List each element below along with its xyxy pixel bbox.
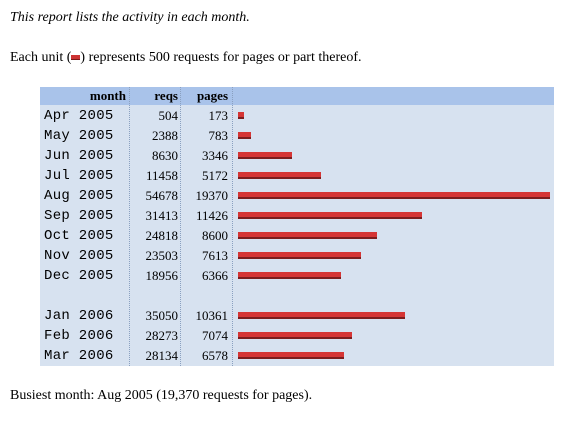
- row-reqs: 18956: [145, 268, 179, 283]
- pages-bar: [238, 192, 550, 199]
- table-row: Feb 2006 28273 7074: [40, 326, 554, 346]
- column-divider: [232, 87, 233, 366]
- pages-bar: [238, 152, 292, 159]
- row-pages: 5172: [202, 168, 228, 183]
- pages-bar: [238, 312, 405, 319]
- row-month: Dec 2005: [44, 268, 114, 284]
- row-pages: 7613: [202, 248, 228, 263]
- row-reqs: 504: [158, 108, 179, 123]
- row-pages: 10361: [195, 308, 229, 323]
- row-pages: 783: [208, 128, 229, 143]
- pages-bar: [238, 272, 341, 279]
- table-row: Nov 2005 23503 7613: [40, 246, 554, 266]
- row-month: Apr 2005: [44, 108, 114, 124]
- row-reqs: 8630: [152, 148, 178, 163]
- row-month: Jan 2006: [44, 308, 114, 324]
- unit-swatch-icon: [71, 55, 81, 61]
- row-reqs: 11458: [145, 168, 178, 183]
- row-month: Sep 2005: [44, 208, 114, 224]
- pages-bar: [238, 332, 352, 339]
- row-reqs: 54678: [145, 188, 179, 203]
- row-pages: 19370: [195, 188, 229, 203]
- pages-bar: [238, 252, 361, 259]
- row-reqs: 28134: [145, 348, 179, 363]
- row-month: Nov 2005: [44, 248, 114, 264]
- table-row: Jul 2005 11458 5172: [40, 166, 554, 186]
- pages-bar: [238, 172, 321, 179]
- unit-note: Each unit ( ) represents 500 requests for…: [10, 50, 361, 66]
- table-row: Jan 2006 35050 10361: [40, 306, 554, 326]
- monthly-report-table: month reqs pages Apr 2005 504 173 May 2005 2…: [40, 87, 554, 366]
- row-month: Feb 2006: [44, 328, 114, 344]
- table-row: May 2005 2388 783: [40, 126, 554, 146]
- report-intro: This report lists the activity in each m…: [10, 10, 250, 25]
- pages-bar: [238, 352, 344, 359]
- row-reqs: 24818: [145, 228, 179, 243]
- table-row: Oct 2005 24818 8600: [40, 226, 554, 246]
- row-month: May 2005: [44, 128, 114, 144]
- row-pages: 6366: [202, 268, 228, 283]
- header-reqs: reqs: [154, 88, 178, 103]
- pages-bar: [238, 132, 251, 139]
- row-pages: 3346: [202, 148, 228, 163]
- row-month: Jun 2005: [44, 148, 114, 164]
- row-pages: 11426: [195, 208, 228, 223]
- header-month: month: [89, 88, 126, 103]
- column-divider: [129, 87, 130, 366]
- pages-bar: [238, 212, 422, 219]
- row-pages: 8600: [202, 228, 228, 243]
- row-month: Oct 2005: [44, 228, 114, 244]
- row-reqs: 2388: [152, 128, 178, 143]
- row-reqs: 23503: [145, 248, 179, 263]
- row-month: Jul 2005: [44, 168, 114, 184]
- pages-bar: [238, 112, 244, 119]
- row-pages: 7074: [202, 328, 228, 343]
- header-pages: pages: [196, 88, 228, 103]
- pages-bar: [238, 232, 377, 239]
- table-row: Sep 2005 31413 11426: [40, 206, 554, 226]
- row-pages: 6578: [202, 348, 228, 363]
- row-pages: 173: [208, 108, 229, 123]
- column-divider: [180, 87, 181, 366]
- table-row: Mar 2006 28134 6578: [40, 346, 554, 366]
- table-header: month reqs pages: [40, 87, 554, 105]
- table-row: Jun 2005 8630 3346: [40, 146, 554, 166]
- table-row: Aug 2005 54678 19370: [40, 186, 554, 206]
- table-row: Apr 2005 504 173: [40, 106, 554, 126]
- table-row: Dec 2005 18956 6366: [40, 266, 554, 286]
- row-reqs: 35050: [145, 308, 179, 323]
- row-reqs: 31413: [145, 208, 179, 223]
- row-month: Aug 2005: [44, 188, 114, 204]
- row-reqs: 28273: [145, 328, 179, 343]
- unit-note-suffix: ) represents 500 requests for pages or p…: [80, 50, 362, 65]
- unit-note-prefix: Each unit (: [10, 50, 72, 65]
- row-month: Mar 2006: [44, 348, 114, 364]
- busiest-month-summary: Busiest month: Aug 2005 (19,370 requests…: [10, 388, 313, 403]
